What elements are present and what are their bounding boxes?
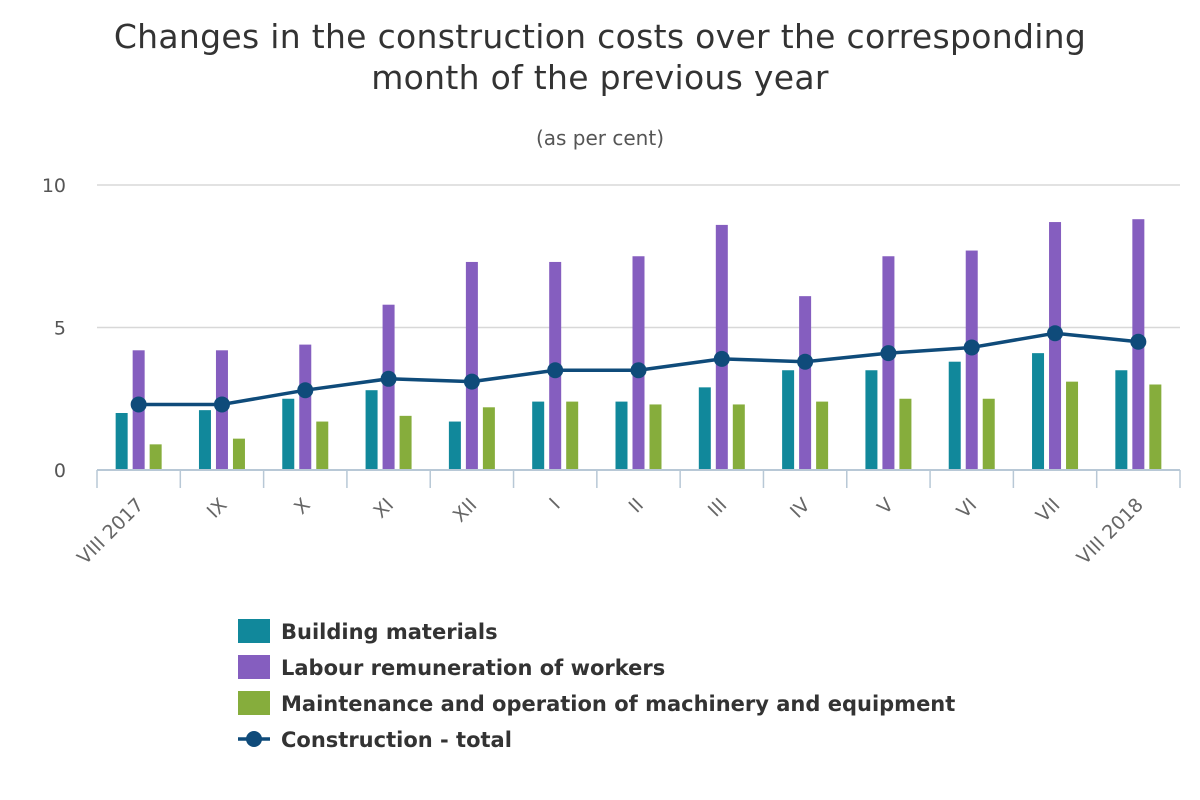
x-tick-label: VI xyxy=(953,494,982,523)
legend-swatch-labour-remuneration-of-workers xyxy=(238,655,270,679)
point-construction-total-xi xyxy=(380,370,397,387)
bar-maintenance-and-operation-of-machinery-and-equipment-viii-2018 xyxy=(1149,384,1162,470)
bar-maintenance-and-operation-of-machinery-and-equipment-iii xyxy=(732,404,745,470)
legend-marker-construction-total xyxy=(246,731,262,747)
bar-building-materials-viii-2017 xyxy=(115,413,128,470)
legend-label-construction-total[interactable]: Construction - total xyxy=(281,728,512,752)
grid-layer: 0 5 10 xyxy=(42,175,1180,482)
bar-building-materials-iv xyxy=(782,370,795,470)
point-construction-total-vii xyxy=(1047,325,1064,342)
bars-layer xyxy=(115,219,1162,470)
bar-maintenance-and-operation-of-machinery-and-equipment-i xyxy=(566,401,579,470)
chart-subtitle: (as per cent) xyxy=(536,126,664,150)
point-construction-total-v xyxy=(880,345,897,362)
y-tick-label: 10 xyxy=(42,175,66,197)
x-tick-label: I xyxy=(545,494,565,514)
bar-maintenance-and-operation-of-machinery-and-equipment-x xyxy=(316,421,329,470)
y-tick-label: 5 xyxy=(54,318,66,340)
bar-building-materials-x xyxy=(282,398,295,470)
legend-swatch-maintenance-and-operation-of-machinery-and-equipment xyxy=(238,691,270,715)
x-tick-label: III xyxy=(704,494,731,521)
bar-labour-remuneration-of-workers-vi xyxy=(965,250,978,470)
bar-building-materials-ii xyxy=(615,401,628,470)
point-construction-total-x xyxy=(297,382,314,399)
x-tick-label: IV xyxy=(786,494,815,523)
bar-building-materials-vi xyxy=(948,361,961,470)
bar-building-materials-iii xyxy=(698,387,711,470)
bar-maintenance-and-operation-of-machinery-and-equipment-vii xyxy=(1066,381,1079,470)
point-construction-total-xii xyxy=(463,373,480,390)
bar-labour-remuneration-of-workers-xi xyxy=(382,304,395,470)
bar-maintenance-and-operation-of-machinery-and-equipment-vi xyxy=(982,398,995,470)
x-tick-label: VIII 2018 xyxy=(1073,494,1148,569)
bar-maintenance-and-operation-of-machinery-and-equipment-xii xyxy=(482,407,495,470)
x-tick-label: VII xyxy=(1032,494,1065,527)
legend-swatch-building-materials xyxy=(238,619,270,643)
bar-building-materials-xii xyxy=(448,421,461,470)
legend-label-building-materials[interactable]: Building materials xyxy=(281,620,498,644)
bar-labour-remuneration-of-workers-x xyxy=(299,344,312,470)
bar-building-materials-i xyxy=(532,401,545,470)
bar-building-materials-vii xyxy=(1032,353,1045,470)
bar-labour-remuneration-of-workers-iv xyxy=(799,296,812,470)
bar-maintenance-and-operation-of-machinery-and-equipment-v xyxy=(899,398,912,470)
bar-building-materials-ix xyxy=(198,410,211,470)
bar-labour-remuneration-of-workers-iii xyxy=(715,224,728,470)
bar-labour-remuneration-of-workers-v xyxy=(882,256,895,470)
line-layer xyxy=(130,325,1147,413)
bar-maintenance-and-operation-of-machinery-and-equipment-ix xyxy=(232,438,245,470)
x-tick-label: XII xyxy=(449,494,482,527)
y-tick-label: 0 xyxy=(54,460,66,482)
chart-title-line-1: Changes in the construction costs over t… xyxy=(114,17,1086,56)
bar-maintenance-and-operation-of-machinery-and-equipment-iv xyxy=(816,401,829,470)
x-axis: VIII 2017 IX X XI XII I II III IV V VI VII VIII 2018 xyxy=(73,469,1181,569)
x-tick-label: II xyxy=(625,494,648,517)
x-tick-label: VIII 2017 xyxy=(73,494,148,569)
point-construction-total-iii xyxy=(713,350,730,367)
point-construction-total-viii-2018 xyxy=(1130,333,1147,350)
point-construction-total-ix xyxy=(213,396,230,413)
bar-labour-remuneration-of-workers-xii xyxy=(465,261,478,470)
bar-building-materials-xi xyxy=(365,390,378,470)
bar-maintenance-and-operation-of-machinery-and-equipment-ii xyxy=(649,404,662,470)
point-construction-total-ii xyxy=(630,362,647,379)
bar-building-materials-v xyxy=(865,370,878,470)
bar-maintenance-and-operation-of-machinery-and-equipment-viii-2017 xyxy=(149,444,162,470)
bar-building-materials-viii-2018 xyxy=(1115,370,1128,470)
x-tick-label: XI xyxy=(369,494,398,523)
bar-maintenance-and-operation-of-machinery-and-equipment-xi xyxy=(399,415,412,470)
x-tick-label: V xyxy=(873,494,898,519)
legend-label-maintenance-and-operation-of-machinery-and-equipment[interactable]: Maintenance and operation of machinery a… xyxy=(281,692,955,716)
x-tick-label: X xyxy=(290,494,315,519)
point-construction-total-i xyxy=(547,362,564,379)
legend-label-labour-remuneration-of-workers[interactable]: Labour remuneration of workers xyxy=(281,656,665,680)
legend: Building materials Labour remuneration of… xyxy=(238,619,955,752)
chart-title-line-2: month of the previous year xyxy=(371,58,829,97)
x-tick-label: IX xyxy=(203,494,232,523)
bar-labour-remuneration-of-workers-vii xyxy=(1049,222,1062,470)
point-construction-total-viii-2017 xyxy=(130,396,147,413)
point-construction-total-vi xyxy=(963,339,980,356)
chart-title-group: Changes in the construction costs over t… xyxy=(114,17,1086,150)
point-construction-total-iv xyxy=(797,353,814,370)
